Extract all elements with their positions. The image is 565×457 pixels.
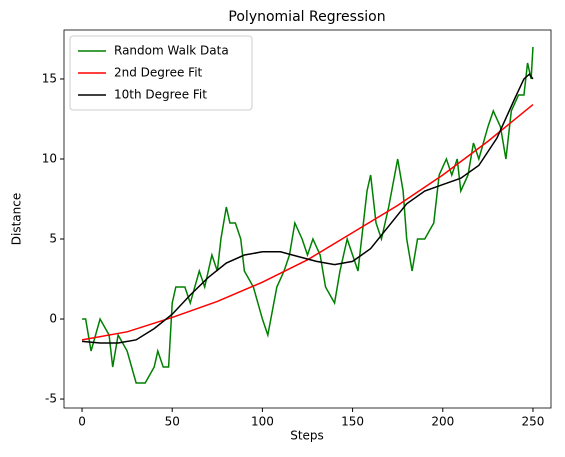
x-tick-label: 0 (78, 415, 86, 429)
y-tick-label: 5 (49, 232, 57, 246)
y-tick-label: -5 (45, 392, 57, 406)
x-axis-label: Steps (290, 429, 324, 443)
legend: Random Walk Data 2nd Degree Fit 10th Degre… (69, 35, 253, 111)
x-tick-label: 100 (251, 415, 274, 429)
plot-frame (63, 29, 552, 409)
series-line (81, 73, 534, 344)
series-line (81, 103, 534, 341)
y-axis-label: Distance (10, 193, 24, 245)
x-tick-label: 200 (431, 415, 454, 429)
legend-label: Random Walk Data (114, 44, 229, 58)
x-tick-label: 50 (165, 415, 180, 429)
y-tick-label: 0 (49, 312, 57, 326)
legend-label: 2nd Degree Fit (114, 66, 203, 80)
series-line (82, 46, 534, 384)
legend-box (69, 35, 253, 111)
chart-title: Polynomial Regression (228, 9, 385, 25)
y-tick-label: 15 (42, 71, 57, 85)
x-tick-label: 150 (341, 415, 364, 429)
legend-label: 10th Degree Fit (114, 88, 207, 102)
y-tick-label: 10 (42, 151, 57, 165)
x-tick-label: 250 (522, 415, 545, 429)
